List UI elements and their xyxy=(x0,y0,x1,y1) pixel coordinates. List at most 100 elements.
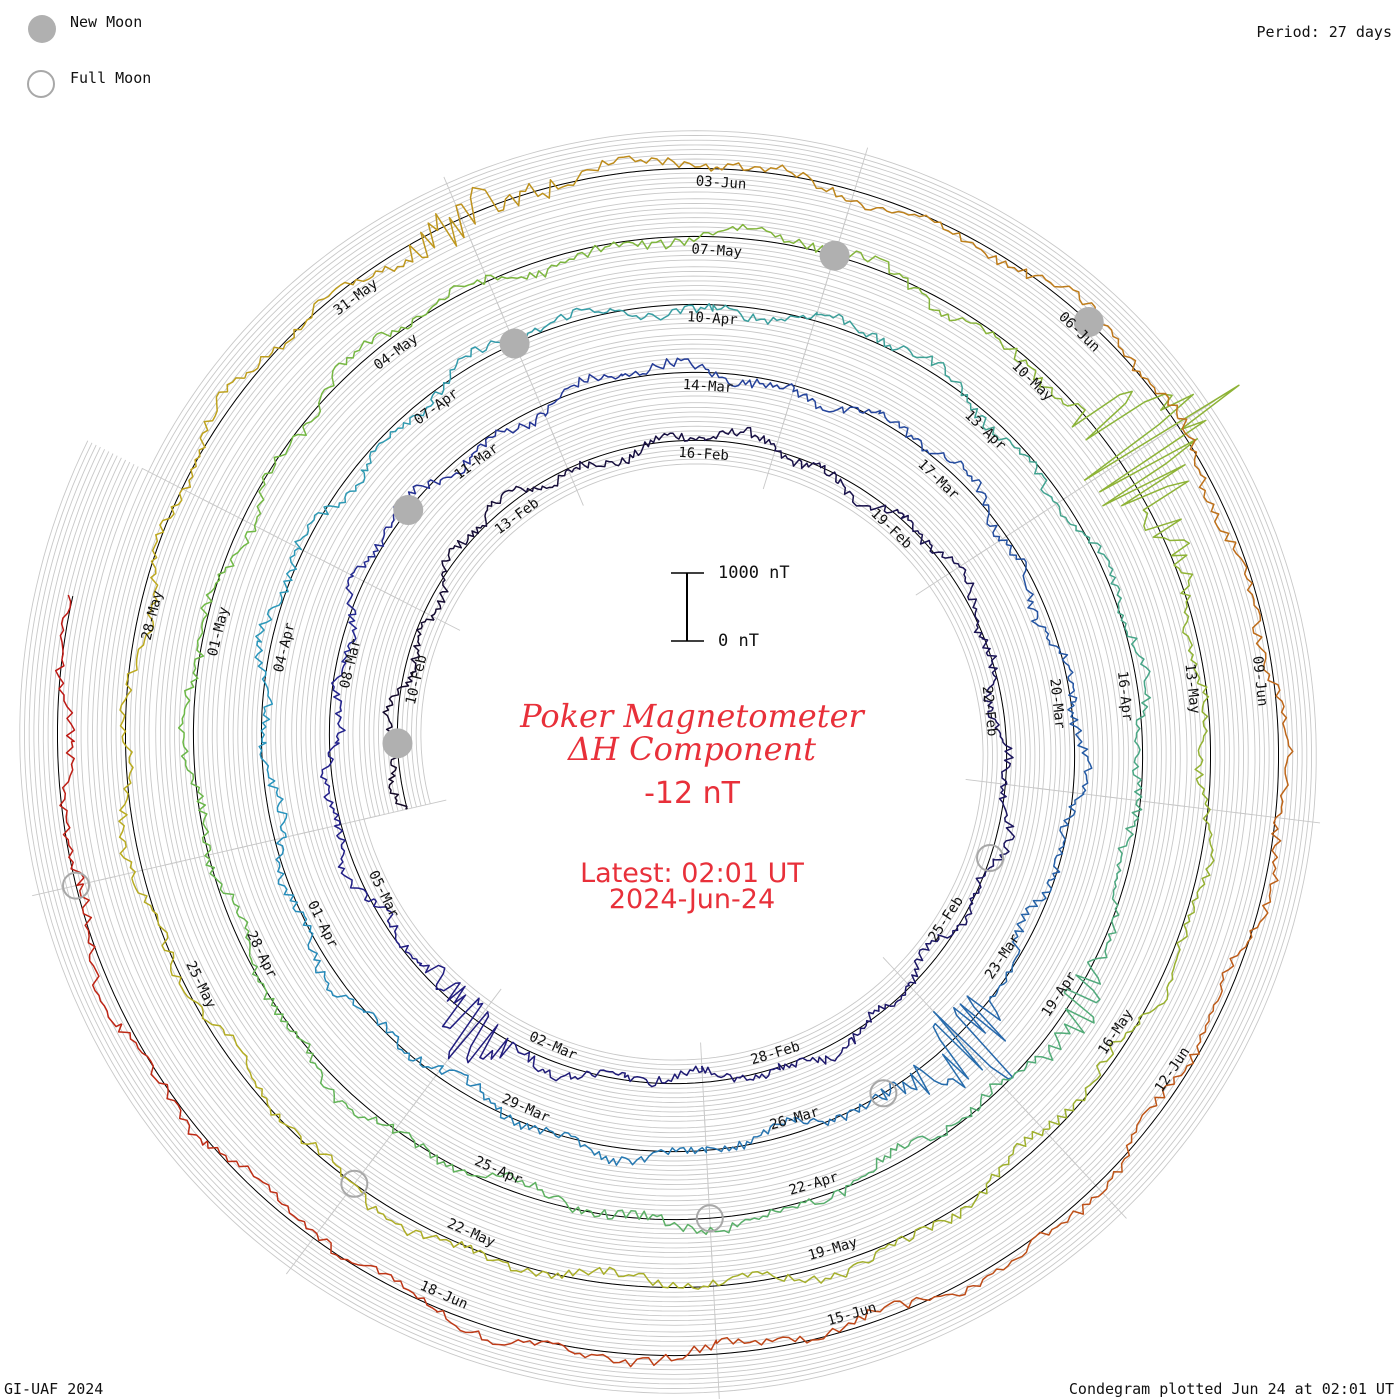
date-label: 13-May xyxy=(1181,663,1202,715)
data-trace-segment xyxy=(500,1172,606,1218)
data-trace-segment xyxy=(258,741,288,839)
current-value: -12 nT xyxy=(644,776,740,811)
data-trace-segment xyxy=(1245,812,1283,948)
data-trace-segment xyxy=(320,742,341,827)
data-trace-segment xyxy=(334,825,375,903)
data-trace-segment xyxy=(1063,898,1120,1004)
data-trace-segment xyxy=(373,898,423,966)
data-trace-segment xyxy=(470,412,545,457)
date-label: 03-Jun xyxy=(695,173,747,192)
grid-spoke xyxy=(285,1205,338,1275)
data-trace-segment xyxy=(178,377,245,494)
data-trace-segment xyxy=(357,1186,472,1249)
data-trace-segment xyxy=(430,338,514,404)
full-moon-legend-icon xyxy=(27,70,55,98)
data-trace-segment xyxy=(54,594,76,743)
data-trace-segment xyxy=(1173,564,1201,684)
data-trace-segment xyxy=(255,547,299,643)
date-label: 22-Feb xyxy=(979,685,1000,737)
data-trace-segment xyxy=(253,426,307,532)
full-moon-legend-label: Full Moon xyxy=(70,69,152,87)
data-trace-segment xyxy=(956,858,996,927)
data-trace-segment xyxy=(1083,384,1240,566)
data-trace-segment xyxy=(254,640,274,744)
data-trace-segment xyxy=(542,1068,626,1082)
data-trace-segment xyxy=(716,162,847,202)
data-trace-segment xyxy=(823,1138,915,1205)
zero-reference-spiral xyxy=(57,167,1279,1357)
grid-spoke xyxy=(1068,1155,1127,1219)
new-moon-marker xyxy=(393,495,424,526)
data-trace-segment xyxy=(251,963,314,1063)
data-trace-segment xyxy=(981,637,998,712)
data-trace-segment xyxy=(1106,1070,1186,1190)
data-trace-segment xyxy=(705,1116,797,1153)
data-trace-segment xyxy=(911,355,987,428)
data-trace-segment xyxy=(117,1023,208,1146)
chart-title-line1: Poker Magnetometer xyxy=(520,697,864,735)
data-trace-segment xyxy=(1132,689,1152,798)
data-trace-segment xyxy=(852,983,910,1045)
data-trace-segment xyxy=(829,248,935,311)
date-label: 16-Apr xyxy=(1114,670,1135,722)
grid-spoke xyxy=(141,467,218,508)
zero-line xyxy=(57,167,1279,1357)
data-trace-segment xyxy=(339,213,465,286)
data-trace-segment xyxy=(177,632,205,747)
latest-date: 2024-Jun-24 xyxy=(608,884,776,915)
grid-spoke xyxy=(443,176,478,256)
new-moon-marker xyxy=(499,328,530,359)
data-trace-segment xyxy=(407,618,435,682)
data-trace-segment xyxy=(1194,682,1210,805)
latest-time: Latest: 02:01 UT xyxy=(580,858,804,889)
data-trace-segment xyxy=(1002,991,1095,1081)
data-trace-segment xyxy=(623,1065,703,1088)
data-trace-segment xyxy=(360,402,435,474)
data-trace-segment xyxy=(455,171,583,239)
data-trace-segment xyxy=(309,1061,400,1134)
data-trace-segment xyxy=(1111,796,1143,900)
data-trace-segment xyxy=(718,1270,847,1287)
data-trace-segment xyxy=(845,1213,961,1278)
chart-title-line2: ΔH Component xyxy=(567,730,817,768)
data-trace-segment xyxy=(632,432,705,459)
data-trace-segment xyxy=(878,410,955,464)
data-trace-segment xyxy=(708,369,795,390)
data-trace-segment xyxy=(1184,946,1247,1072)
data-trace-segment xyxy=(518,1122,610,1165)
data-trace-segment xyxy=(1177,417,1237,544)
data-trace-segment xyxy=(118,746,136,879)
data-trace-segment xyxy=(792,387,882,414)
data-trace-segment xyxy=(845,199,973,244)
data-trace-segment xyxy=(972,242,1096,308)
data-trace-segment xyxy=(857,1272,993,1321)
data-trace-segment xyxy=(302,333,378,428)
date-label: 09-Jun xyxy=(1249,655,1270,707)
data-trace-segment xyxy=(880,1010,984,1097)
date-label: 10-Apr xyxy=(687,309,739,328)
data-trace-segment xyxy=(483,244,596,285)
data-trace-segment xyxy=(1067,700,1093,795)
date-label: 11-Mar xyxy=(452,440,502,483)
date-label: 14-Mar xyxy=(682,377,734,396)
magnetometer-traces xyxy=(54,155,1294,1368)
date-label: 07-May xyxy=(691,241,743,260)
data-trace-segment xyxy=(837,478,905,516)
data-trace-segment xyxy=(982,426,1054,502)
scale-bar xyxy=(671,572,704,642)
data-trace-segment xyxy=(573,1339,718,1368)
full-moon-marker xyxy=(695,1204,724,1233)
data-trace-segment xyxy=(206,1140,318,1235)
new-moon-marker xyxy=(1073,307,1104,338)
data-trace-segment xyxy=(774,447,839,485)
data-trace-segment xyxy=(205,858,254,965)
data-trace-segment xyxy=(187,996,268,1100)
new-moon-marker xyxy=(382,728,413,759)
grid-spoke xyxy=(1143,400,1216,448)
full-moon-marker xyxy=(976,844,1005,873)
footer-credit: GI-UAF 2024 xyxy=(4,1380,104,1398)
data-trace-segment xyxy=(147,493,183,622)
data-trace-segment xyxy=(543,373,623,417)
date-label: 04-May xyxy=(371,331,421,374)
